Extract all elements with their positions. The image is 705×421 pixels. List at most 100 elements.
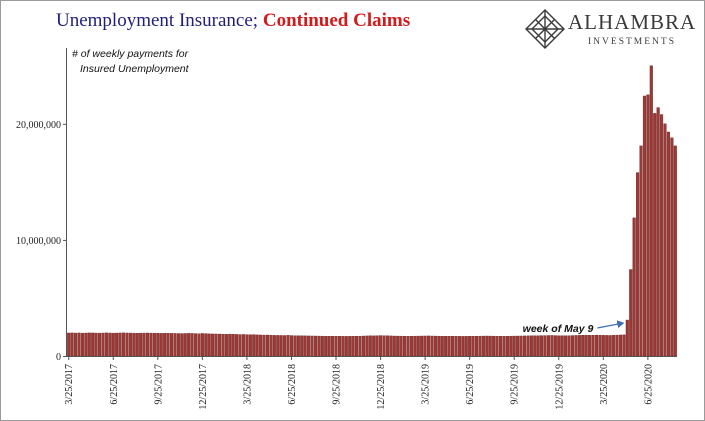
bar-39 [200, 333, 204, 357]
bar-22 [142, 332, 146, 357]
bar-5 [84, 332, 88, 357]
bar-125 [495, 336, 499, 357]
bar-134 [526, 335, 530, 357]
bar-158 [608, 335, 612, 357]
diamond-lattice-icon [525, 9, 565, 49]
bar-47 [228, 333, 232, 357]
bar-150 [581, 335, 585, 357]
bar-121 [481, 335, 485, 357]
x-tick-label: 6/25/2019 [465, 364, 476, 405]
bar-30 [169, 333, 174, 357]
alhambra-logo: ALHAMBRA INVESTMENTS [524, 8, 699, 52]
bar-131 [516, 335, 520, 357]
bar-164 [629, 269, 633, 357]
bar-26 [156, 332, 160, 357]
bar-169 [646, 94, 650, 357]
x-tick-label: 9/25/2019 [510, 364, 521, 405]
bar-177 [673, 145, 677, 357]
bar-170 [649, 65, 653, 357]
bar-83 [351, 336, 355, 357]
bar-117 [468, 336, 472, 357]
bar-38 [197, 333, 201, 357]
bar-114 [457, 336, 461, 357]
bar-147 [570, 335, 575, 357]
bar-132 [519, 335, 523, 357]
bar-36 [190, 333, 194, 357]
bar-51 [241, 334, 246, 357]
bar-126 [498, 336, 503, 357]
bar-174 [663, 123, 667, 357]
bar-3 [77, 332, 81, 357]
bar-17 [125, 332, 129, 357]
bar-70 [307, 335, 311, 357]
x-tick-label: 9/25/2018 [332, 364, 343, 405]
bar-9 [98, 332, 102, 357]
bar-108 [437, 335, 441, 357]
bar-33 [180, 333, 184, 357]
bar-65 [289, 335, 294, 357]
bar-27 [159, 333, 163, 357]
bar-44 [217, 333, 222, 357]
bar-163 [625, 319, 629, 357]
bar-96 [396, 335, 400, 357]
bar-20 [135, 332, 139, 357]
bar-1 [70, 332, 74, 357]
bar-141 [550, 335, 554, 357]
bar-29 [166, 333, 170, 357]
title-part-red: Continued Claims [262, 10, 411, 31]
bar-162 [622, 334, 626, 357]
bar-88 [368, 335, 372, 357]
bar-112 [451, 336, 455, 357]
bar-157 [605, 335, 609, 357]
bar-142 [553, 335, 557, 357]
bar-48 [231, 334, 235, 357]
bar-103 [420, 335, 424, 357]
bar-13 [111, 332, 115, 357]
bar-148 [574, 335, 578, 357]
bar-119 [474, 336, 479, 357]
bar-167 [639, 145, 643, 357]
bar-37 [193, 333, 198, 357]
bar-171 [653, 113, 657, 357]
bar-145 [564, 335, 568, 357]
bar-111 [447, 336, 451, 357]
bar-128 [505, 336, 509, 357]
bar-31 [173, 333, 177, 357]
bar-146 [567, 335, 571, 357]
bar-34 [183, 333, 187, 357]
y-tick-label: 10,000,000 [16, 236, 61, 247]
x-tick-label: 3/25/2019 [421, 364, 432, 405]
bar-122 [485, 335, 489, 357]
subtitle-line-2: Insured Unemployment [80, 63, 189, 75]
bar-2 [74, 332, 78, 357]
bar-173 [660, 114, 664, 357]
bar-81 [344, 336, 348, 357]
bar-35 [187, 333, 191, 357]
bar-92 [382, 335, 386, 357]
bar-93 [385, 335, 389, 357]
bar-41 [207, 333, 211, 357]
bar-25 [152, 333, 156, 357]
bar-73 [317, 335, 321, 357]
x-tick-label: 3/25/2018 [242, 364, 253, 405]
bar-67 [296, 335, 300, 357]
bar-8 [94, 332, 98, 357]
subtitle-line-1: # of weekly payments for [72, 48, 189, 60]
x-tick-label: 9/25/2017 [153, 364, 164, 405]
bar-16 [122, 332, 126, 357]
bar-56 [259, 334, 263, 357]
bar-120 [478, 335, 482, 357]
bar-153 [591, 335, 595, 357]
bar-76 [327, 336, 331, 357]
bar-50 [238, 334, 242, 357]
bar-123 [488, 335, 492, 357]
bar-69 [303, 335, 307, 357]
bar-84 [355, 336, 359, 357]
y-tick-label: 20,000,000 [16, 120, 61, 131]
annotation: week of May 9 [523, 320, 625, 335]
chart-subtitle: # of weekly payments for Insured Unemplo… [72, 47, 189, 77]
bar-79 [337, 336, 341, 357]
bar-0 [67, 332, 71, 357]
x-tick-label: 12/25/2018 [376, 364, 387, 410]
bar-138 [540, 335, 544, 357]
